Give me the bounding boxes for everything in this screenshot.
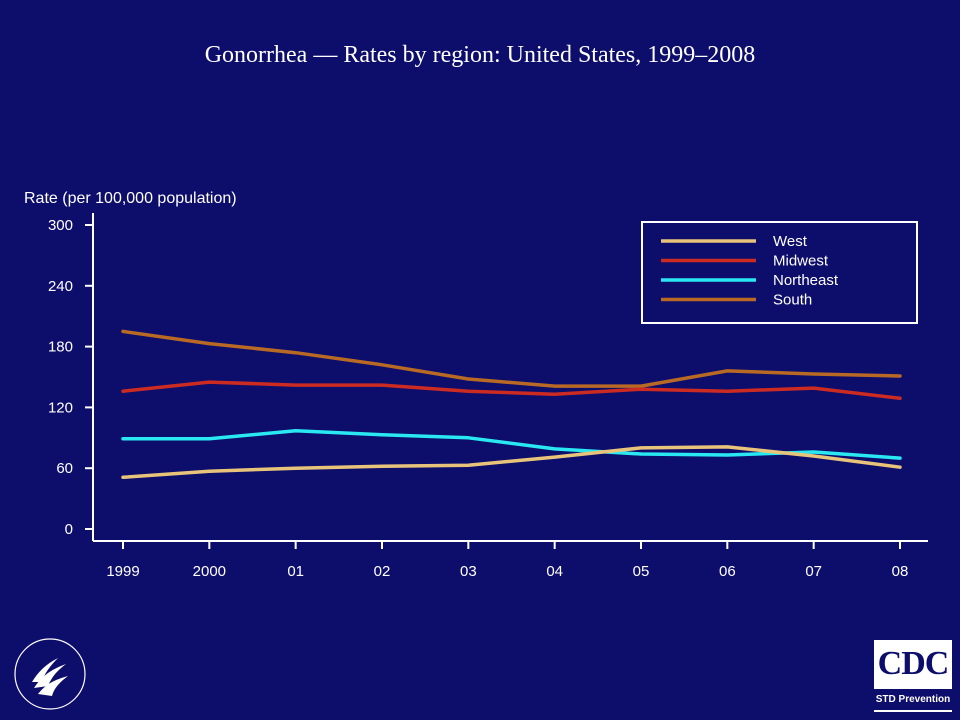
y-axis-label: Rate (per 100,000 population) xyxy=(24,190,237,207)
x-tick-label: 06 xyxy=(719,563,736,580)
series-line-south xyxy=(121,329,902,388)
y-tick-label: 300 xyxy=(48,217,73,234)
x-tick-label: 1999 xyxy=(106,563,139,580)
x-tick-label: 08 xyxy=(892,563,909,580)
y-tick-label: 180 xyxy=(48,339,73,356)
y-tick-label: 0 xyxy=(65,521,73,538)
x-tick-label: 04 xyxy=(546,563,563,580)
series-line-northeast xyxy=(121,428,902,460)
cdc-logo-band: STD Prevention xyxy=(874,689,952,710)
series-line-west xyxy=(121,445,902,480)
legend-label-west: West xyxy=(773,233,808,250)
series-lines xyxy=(121,329,902,480)
legend-label-midwest: Midwest xyxy=(773,253,829,270)
x-tick-label: 05 xyxy=(633,563,650,580)
y-tick-label: 60 xyxy=(56,460,73,477)
hhs-seal-logo xyxy=(14,638,86,710)
x-tick-label: 03 xyxy=(460,563,477,580)
cdc-logo-letters: CDC xyxy=(877,645,950,682)
cdc-logo: CDC STD Prevention xyxy=(874,640,952,712)
y-tick-label: 120 xyxy=(48,399,73,416)
legend: West Midwest Northeast South xyxy=(641,221,918,324)
axes: 0 60 120 180 240 300 1999 2000 01 02 03 04 05 06 07 08 R… xyxy=(24,190,928,580)
legend-box xyxy=(641,221,918,324)
legend-label-northeast: Northeast xyxy=(773,272,839,289)
y-tick-label: 240 xyxy=(48,278,73,295)
legend-label-south: South xyxy=(773,292,812,309)
x-tick-label: 2000 xyxy=(193,563,226,580)
series-line-midwest xyxy=(121,380,902,401)
x-tick-label: 07 xyxy=(805,563,822,580)
x-tick-label: 02 xyxy=(374,563,391,580)
chart-title: Gonorrhea — Rates by region: United Stat… xyxy=(204,42,756,68)
x-tick-label: 01 xyxy=(287,563,304,580)
